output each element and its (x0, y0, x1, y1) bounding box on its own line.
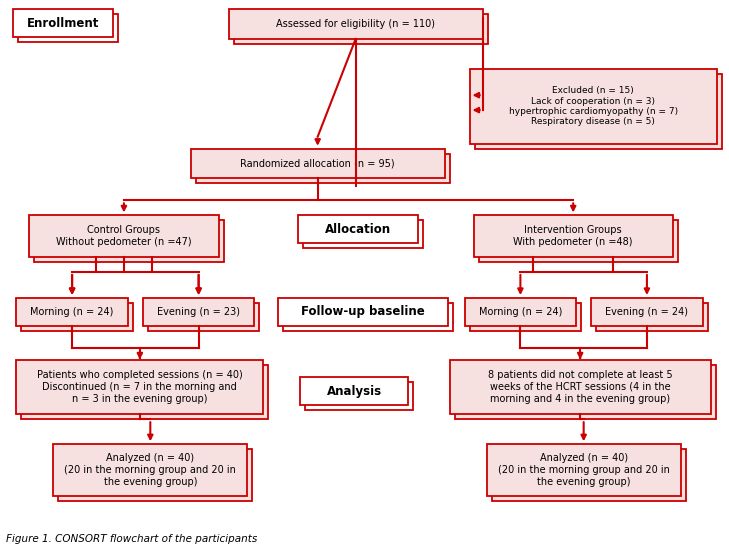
Bar (58, 449, 252, 501)
Bar (486, 444, 681, 496)
Bar (34, 220, 224, 262)
Text: Follow-up baseline: Follow-up baseline (301, 305, 425, 318)
Text: Enrollment: Enrollment (27, 17, 99, 30)
Bar (29, 215, 219, 257)
Bar (464, 298, 576, 326)
Text: Analyzed (n = 40)
(20 in the morning group and 20 in
the evening group): Analyzed (n = 40) (20 in the morning gro… (64, 453, 236, 487)
Bar (474, 215, 673, 257)
Bar (300, 377, 408, 406)
Text: Analysis: Analysis (327, 385, 381, 398)
Bar (53, 444, 247, 496)
Text: Evening (n = 24): Evening (n = 24) (605, 307, 688, 317)
Bar (305, 382, 413, 410)
Text: Control Groups
Without pedometer (n =47): Control Groups Without pedometer (n =47) (56, 225, 192, 247)
Bar (13, 9, 113, 37)
Bar (233, 14, 488, 44)
Bar (143, 298, 254, 326)
Text: 8 patients did not complete at least 5
weeks of the HCRT sessions (4 in the
morn: 8 patients did not complete at least 5 w… (488, 370, 672, 403)
Text: Randomized allocation (n = 95): Randomized allocation (n = 95) (241, 159, 395, 169)
Text: Intervention Groups
With pedometer (n =48): Intervention Groups With pedometer (n =4… (513, 225, 633, 247)
Bar (475, 74, 722, 149)
Bar (450, 360, 711, 414)
Bar (491, 449, 686, 501)
Bar (455, 365, 716, 419)
Text: Assessed for eligibility (n = 110): Assessed for eligibility (n = 110) (276, 19, 435, 29)
Text: Allocation: Allocation (325, 223, 391, 236)
Bar (591, 298, 703, 326)
Text: Evening (n = 23): Evening (n = 23) (157, 307, 240, 317)
Bar (21, 365, 268, 419)
Text: Excluded (n = 15)
Lack of cooperation (n = 3)
hypertrophic cardiomyopathy (n = 7: Excluded (n = 15) Lack of cooperation (n… (509, 87, 678, 127)
Bar (469, 69, 717, 144)
Bar (16, 360, 263, 414)
Text: Morning (n = 24): Morning (n = 24) (31, 307, 114, 317)
Bar (18, 14, 118, 42)
Bar (148, 303, 260, 331)
Bar (298, 215, 418, 243)
Bar (303, 220, 423, 248)
Bar (469, 303, 581, 331)
Bar (191, 149, 445, 179)
Bar (278, 298, 448, 326)
Bar (228, 9, 483, 39)
Text: Patients who completed sessions (n = 40)
Discontinued (n = 7 in the morning and
: Patients who completed sessions (n = 40)… (37, 370, 243, 403)
Bar (16, 298, 128, 326)
Bar (596, 303, 708, 331)
Bar (21, 303, 133, 331)
Bar (195, 154, 450, 183)
Bar (284, 303, 453, 331)
Text: Figure 1. CONSORT flowchart of the participants: Figure 1. CONSORT flowchart of the parti… (7, 533, 257, 544)
Text: Analyzed (n = 40)
(20 in the morning group and 20 in
the evening group): Analyzed (n = 40) (20 in the morning gro… (498, 453, 670, 487)
Bar (478, 220, 678, 262)
Text: Morning (n = 24): Morning (n = 24) (479, 307, 562, 317)
